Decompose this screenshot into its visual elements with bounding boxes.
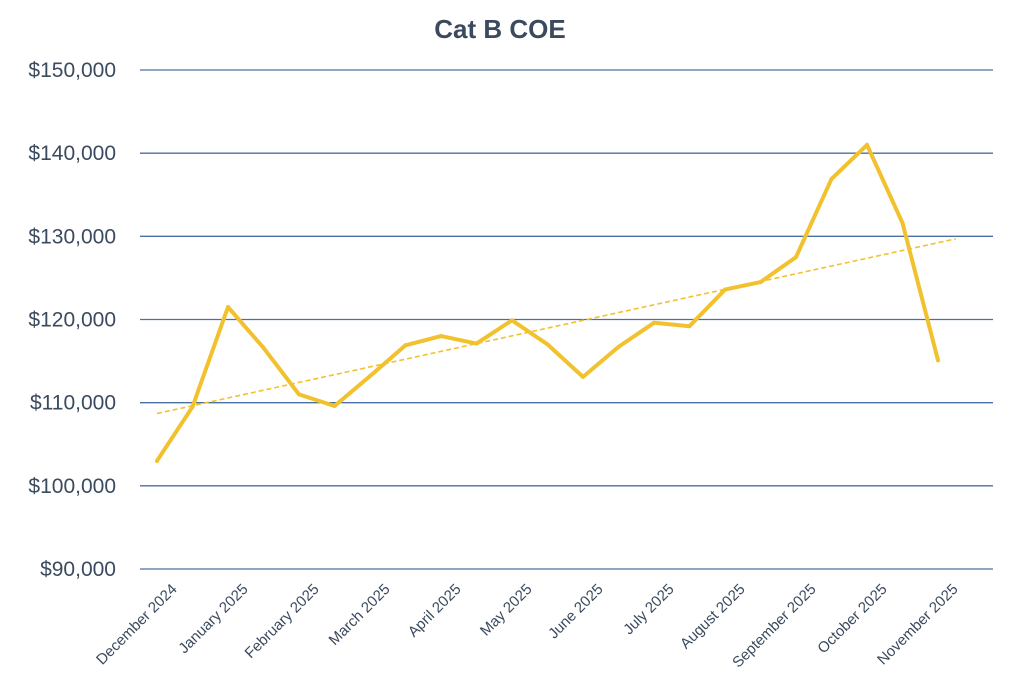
data-point: [332, 403, 337, 408]
data-point: [545, 342, 550, 347]
data-point: [687, 324, 692, 329]
x-tick-label: January 2025: [175, 581, 251, 657]
data-point: [510, 318, 514, 323]
y-axis-ticks: $90,000 $100,000 $110,000 $120,000 $130,000 $…: [28, 59, 116, 581]
data-point: [758, 280, 763, 285]
y-tick-label: $90,000: [40, 558, 116, 581]
data-point: [936, 358, 940, 363]
y-tick-label: $100,000: [28, 475, 116, 498]
series-line: [155, 142, 940, 463]
x-tick-label: May 2025: [477, 581, 536, 640]
data-point: [261, 345, 266, 350]
data-point: [616, 344, 621, 349]
data-point: [226, 305, 230, 310]
trendline: [156, 238, 956, 415]
data-point: [652, 320, 656, 325]
x-tick-label: February 2025: [242, 581, 323, 662]
y-tick-label: $110,000: [30, 392, 116, 415]
x-tick-label: July 2025: [620, 581, 677, 638]
data-point: [403, 343, 408, 348]
x-tick-label: August 2025: [677, 581, 749, 653]
x-tick-label: December 2024: [93, 581, 180, 668]
data-point: [439, 334, 443, 339]
y-tick-label: $150,000: [28, 59, 116, 82]
x-tick-label: March 2025: [326, 581, 394, 649]
trendline-layer: [156, 238, 956, 415]
data-point: [794, 255, 798, 260]
data-point: [368, 374, 372, 379]
data-point: [723, 287, 727, 292]
gridlines: [140, 69, 993, 570]
data-point: [297, 392, 301, 397]
series-layer: [155, 142, 940, 463]
y-tick-label: $140,000: [28, 142, 116, 165]
data-point: [155, 458, 159, 463]
data-point: [865, 142, 869, 147]
chart-title: Cat B COE: [434, 14, 565, 44]
data-point: [900, 221, 905, 226]
x-tick-label: October 2025: [814, 581, 890, 657]
y-tick-label: $120,000: [28, 309, 116, 332]
x-tick-label: June 2025: [545, 581, 607, 643]
data-point: [829, 176, 834, 181]
data-point: [581, 374, 585, 379]
data-point: [474, 341, 479, 346]
y-tick-label: $130,000: [28, 225, 116, 248]
x-tick-label: April 2025: [405, 581, 465, 641]
data-point: [190, 404, 195, 409]
